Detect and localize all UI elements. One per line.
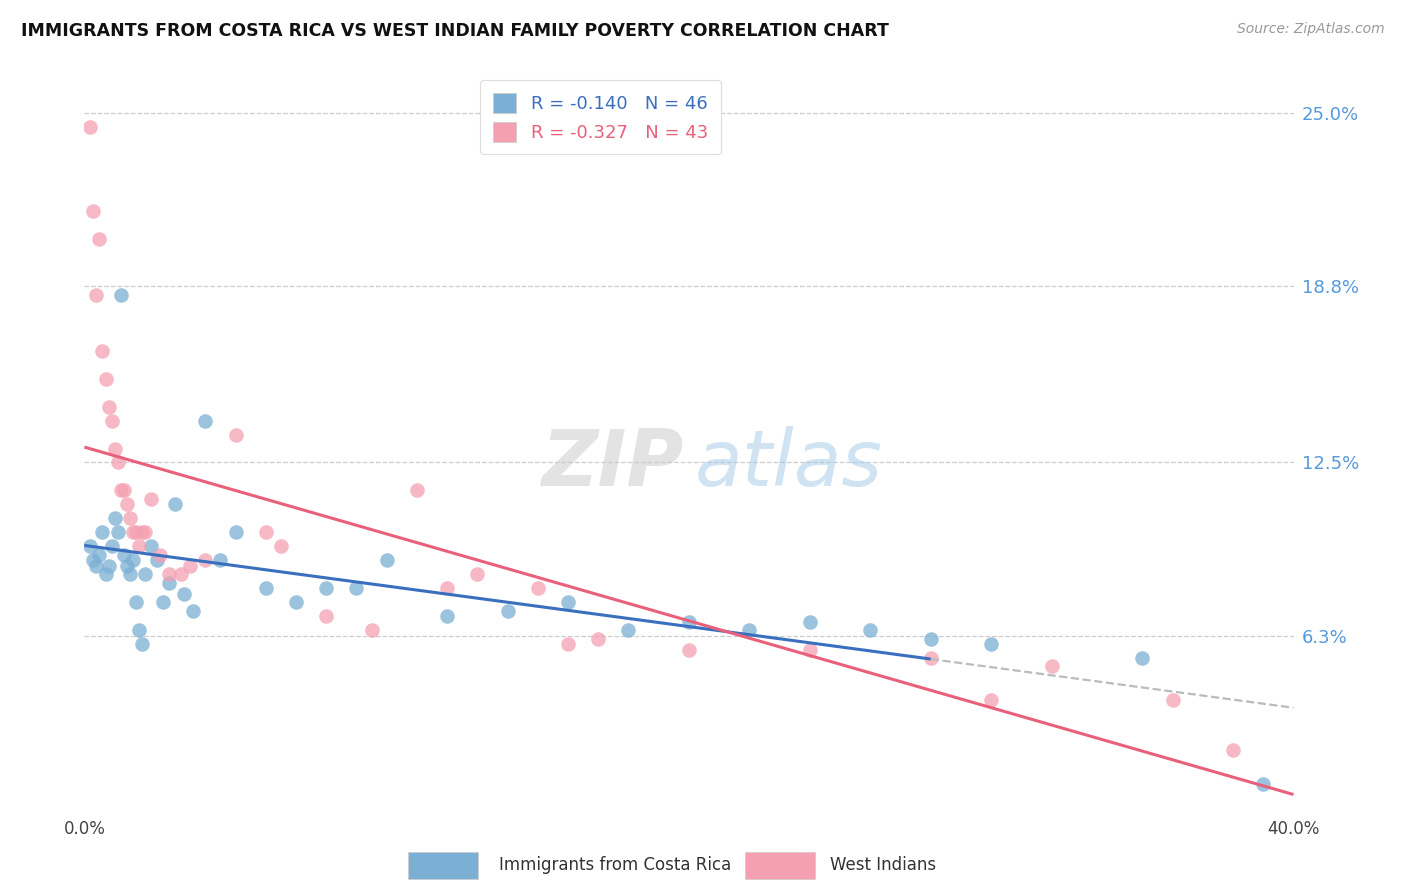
Point — [134, 567, 156, 582]
Point — [1161, 693, 1184, 707]
Text: ZIP: ZIP — [541, 425, 683, 502]
Point — [157, 575, 180, 590]
Point — [496, 603, 519, 617]
Point — [118, 511, 141, 525]
Point — [209, 553, 232, 567]
Point — [170, 567, 193, 582]
Point — [121, 553, 143, 567]
Point — [375, 553, 398, 567]
Point — [436, 581, 458, 595]
FancyBboxPatch shape — [745, 852, 815, 879]
Point — [104, 442, 127, 456]
Point — [557, 637, 579, 651]
Point — [527, 581, 550, 595]
Point — [107, 455, 129, 469]
Point — [89, 548, 111, 562]
Point — [738, 623, 761, 637]
Point — [118, 567, 141, 582]
Point — [128, 623, 150, 637]
Point — [125, 525, 148, 540]
Point — [89, 232, 111, 246]
Point — [194, 553, 217, 567]
Point — [82, 553, 104, 567]
Point — [1253, 777, 1275, 791]
Point — [315, 609, 337, 624]
Point — [557, 595, 579, 609]
Point — [436, 609, 458, 624]
Point — [125, 595, 148, 609]
Point — [139, 539, 162, 553]
Point — [110, 288, 132, 302]
Point — [360, 623, 382, 637]
Point — [121, 525, 143, 540]
Text: IMMIGRANTS FROM COSTA RICA VS WEST INDIAN FAMILY POVERTY CORRELATION CHART: IMMIGRANTS FROM COSTA RICA VS WEST INDIA… — [21, 22, 889, 40]
Point — [139, 491, 162, 506]
Point — [173, 587, 195, 601]
Point — [285, 595, 308, 609]
Point — [678, 615, 700, 629]
Point — [920, 632, 942, 646]
Point — [91, 525, 114, 540]
Point — [131, 525, 153, 540]
Point — [97, 558, 120, 573]
Point — [157, 567, 180, 582]
Point — [128, 539, 150, 553]
Point — [799, 615, 821, 629]
Point — [179, 558, 201, 573]
Point — [112, 548, 135, 562]
Point — [104, 511, 127, 525]
Point — [799, 642, 821, 657]
Point — [94, 372, 117, 386]
Text: West Indians: West Indians — [830, 856, 935, 874]
Point — [86, 558, 108, 573]
FancyBboxPatch shape — [408, 852, 478, 879]
Point — [588, 632, 610, 646]
Point — [91, 343, 114, 358]
Point — [315, 581, 337, 595]
Point — [79, 120, 101, 135]
Point — [194, 414, 217, 428]
Point — [165, 497, 187, 511]
Point — [980, 637, 1002, 651]
Point — [100, 414, 122, 428]
Point — [270, 539, 292, 553]
Point — [617, 623, 640, 637]
Point — [134, 525, 156, 540]
Point — [115, 558, 138, 573]
Point — [467, 567, 489, 582]
Point — [980, 693, 1002, 707]
Point — [107, 525, 129, 540]
Point — [112, 483, 135, 498]
Point — [225, 427, 247, 442]
Point — [86, 288, 108, 302]
Point — [82, 204, 104, 219]
Point — [1222, 743, 1244, 757]
Point — [1040, 659, 1063, 673]
Point — [115, 497, 138, 511]
Point — [678, 642, 700, 657]
Text: Immigrants from Costa Rica: Immigrants from Costa Rica — [499, 856, 731, 874]
Legend: R = -0.140   N = 46, R = -0.327   N = 43: R = -0.140 N = 46, R = -0.327 N = 43 — [481, 80, 721, 154]
Point — [131, 637, 153, 651]
Point — [254, 525, 277, 540]
Point — [149, 548, 172, 562]
Point — [254, 581, 277, 595]
Point — [859, 623, 882, 637]
Point — [79, 539, 101, 553]
Point — [181, 603, 204, 617]
Point — [94, 567, 117, 582]
Point — [920, 651, 942, 665]
Text: Source: ZipAtlas.com: Source: ZipAtlas.com — [1237, 22, 1385, 37]
Point — [152, 595, 174, 609]
Point — [146, 553, 169, 567]
Point — [1130, 651, 1153, 665]
Point — [100, 539, 122, 553]
Point — [346, 581, 368, 595]
Point — [225, 525, 247, 540]
Point — [406, 483, 429, 498]
Point — [110, 483, 132, 498]
Point — [97, 400, 120, 414]
Text: atlas: atlas — [695, 425, 883, 502]
